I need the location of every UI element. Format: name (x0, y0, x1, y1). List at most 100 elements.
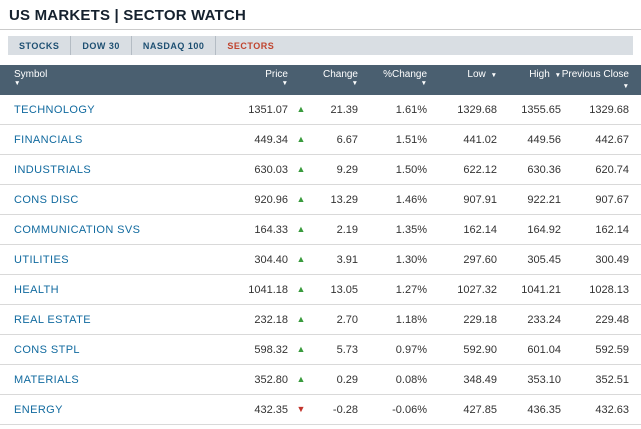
low-cell: 348.49 (463, 373, 497, 386)
market-tabs: STOCKS DOW 30 NASDAQ 100 SECTORS (8, 36, 633, 55)
tab-dow-30[interactable]: DOW 30 (71, 36, 132, 55)
sector-row: COMMUNICATION SVS 164.33 ▲ 2.19 1.35% 16… (0, 215, 641, 245)
change-cell: 21.39 (330, 103, 358, 116)
change-direction-icon: ▲ (296, 164, 306, 174)
pct-change-cell: 1.51% (395, 133, 427, 146)
pct-change-cell: 0.97% (395, 343, 427, 356)
prev-close-cell: 592.59 (595, 343, 629, 356)
sector-name-link[interactable]: COMMUNICATION SVS (14, 223, 141, 236)
change-cell: 3.91 (336, 253, 358, 266)
change-cell: 0.29 (336, 373, 358, 386)
high-cell: 305.45 (527, 253, 561, 266)
change-cell: 9.29 (336, 163, 358, 176)
price-cell: 1041.18 (248, 283, 288, 296)
price-cell: 304.40 (254, 253, 288, 266)
sector-table-body: TECHNOLOGY 1351.07 ▲ 21.39 1.61% 1329.68… (0, 95, 641, 425)
change-cell: 13.05 (330, 283, 358, 296)
sector-row: HEALTH 1041.18 ▲ 13.05 1.27% 1027.32 104… (0, 275, 641, 305)
column-header-pct-change[interactable]: %Change ▼ (358, 69, 427, 88)
low-cell: 427.85 (463, 403, 497, 416)
price-cell: 232.18 (254, 313, 288, 326)
price-cell: 630.03 (254, 163, 288, 176)
prev-close-cell: 620.74 (595, 163, 629, 176)
high-cell: 436.35 (527, 403, 561, 416)
sector-row: CONS DISC 920.96 ▲ 13.29 1.46% 907.91 92… (0, 185, 641, 215)
pct-change-cell: -0.06% (392, 403, 427, 416)
sector-row: ENERGY 432.35 ▼ -0.28 -0.06% 427.85 436.… (0, 395, 641, 425)
change-direction-icon: ▲ (296, 344, 306, 354)
change-direction-icon: ▼ (296, 404, 306, 414)
prev-close-cell: 1329.68 (589, 103, 629, 116)
high-cell: 922.21 (527, 193, 561, 206)
low-cell: 297.60 (463, 253, 497, 266)
prev-close-cell: 442.67 (595, 133, 629, 146)
sector-name-link[interactable]: HEALTH (14, 283, 59, 296)
price-cell: 352.80 (254, 373, 288, 386)
sort-desc-icon: ▼ (420, 80, 427, 87)
pct-change-cell: 1.46% (395, 193, 427, 206)
low-cell: 441.02 (463, 133, 497, 146)
change-direction-icon: ▲ (296, 284, 306, 294)
tab-stocks[interactable]: STOCKS (8, 36, 72, 55)
change-cell: -0.28 (332, 403, 358, 416)
column-header-previous-close[interactable]: Previous Close ▼ (561, 69, 629, 91)
column-header-change[interactable]: Change ▼ (314, 69, 358, 88)
column-label-low: Low (467, 69, 486, 80)
high-cell: 233.24 (527, 313, 561, 326)
pct-change-cell: 0.08% (395, 373, 427, 386)
column-header-high[interactable]: High ▼ (497, 69, 561, 80)
high-cell: 1355.65 (521, 103, 561, 116)
title-bar: US MARKETS | SECTOR WATCH (0, 0, 641, 30)
sector-row: FINANCIALS 449.34 ▲ 6.67 1.51% 441.02 44… (0, 125, 641, 155)
sector-name-link[interactable]: INDUSTRIALS (14, 163, 92, 176)
sector-name-link[interactable]: REAL ESTATE (14, 313, 91, 326)
sector-row: UTILITIES 304.40 ▲ 3.91 1.30% 297.60 305… (0, 245, 641, 275)
price-cell: 1351.07 (248, 103, 288, 116)
low-cell: 1027.32 (457, 283, 497, 296)
column-header-low[interactable]: Low ▼ (427, 69, 497, 80)
sector-row: MATERIALS 352.80 ▲ 0.29 0.08% 348.49 353… (0, 365, 641, 395)
low-cell: 622.12 (463, 163, 497, 176)
sort-desc-icon: ▼ (281, 80, 288, 87)
column-label-change: Change (322, 69, 358, 80)
sector-name-link[interactable]: ENERGY (14, 403, 63, 416)
column-header-symbol[interactable]: Symbol ▼ (0, 69, 230, 88)
low-cell: 1329.68 (457, 103, 497, 116)
sector-name-link[interactable]: CONS STPL (14, 343, 80, 356)
column-label-symbol: Symbol (14, 69, 48, 80)
change-cell: 6.67 (336, 133, 358, 146)
page-title: US MARKETS | SECTOR WATCH (9, 7, 246, 24)
column-label-previous-close: Previous Close (561, 69, 629, 80)
high-cell: 353.10 (527, 373, 561, 386)
sector-name-link[interactable]: UTILITIES (14, 253, 69, 266)
column-label-high: High (529, 69, 550, 80)
sector-name-link[interactable]: CONS DISC (14, 193, 79, 206)
prev-close-cell: 162.14 (595, 223, 629, 236)
column-header-price[interactable]: Price ▼ (230, 69, 288, 88)
sector-row: CONS STPL 598.32 ▲ 5.73 0.97% 592.90 601… (0, 335, 641, 365)
low-cell: 162.14 (463, 223, 497, 236)
prev-close-cell: 907.67 (595, 193, 629, 206)
sector-name-link[interactable]: FINANCIALS (14, 133, 83, 146)
prev-close-cell: 432.63 (595, 403, 629, 416)
pct-change-cell: 1.50% (395, 163, 427, 176)
price-cell: 432.35 (254, 403, 288, 416)
price-cell: 598.32 (254, 343, 288, 356)
change-cell: 2.19 (336, 223, 358, 236)
column-label-pct-change: %Change (383, 69, 427, 80)
high-cell: 1041.21 (521, 283, 561, 296)
high-cell: 449.56 (527, 133, 561, 146)
change-direction-icon: ▲ (296, 314, 306, 324)
sector-name-link[interactable]: TECHNOLOGY (14, 103, 96, 116)
sector-row: INDUSTRIALS 630.03 ▲ 9.29 1.50% 622.12 6… (0, 155, 641, 185)
sector-name-link[interactable]: MATERIALS (14, 373, 80, 386)
sort-desc-icon: ▼ (554, 72, 561, 79)
tab-sectors[interactable]: SECTORS (227, 40, 275, 51)
change-cell: 13.29 (330, 193, 358, 206)
prev-close-cell: 352.51 (595, 373, 629, 386)
sort-desc-icon: ▼ (622, 83, 629, 90)
sector-table-header: Symbol ▼ Price ▼ Change ▼ %Change ▼ Low … (0, 65, 641, 95)
high-cell: 164.92 (527, 223, 561, 236)
tab-nasdaq-100[interactable]: NASDAQ 100 (132, 36, 217, 55)
